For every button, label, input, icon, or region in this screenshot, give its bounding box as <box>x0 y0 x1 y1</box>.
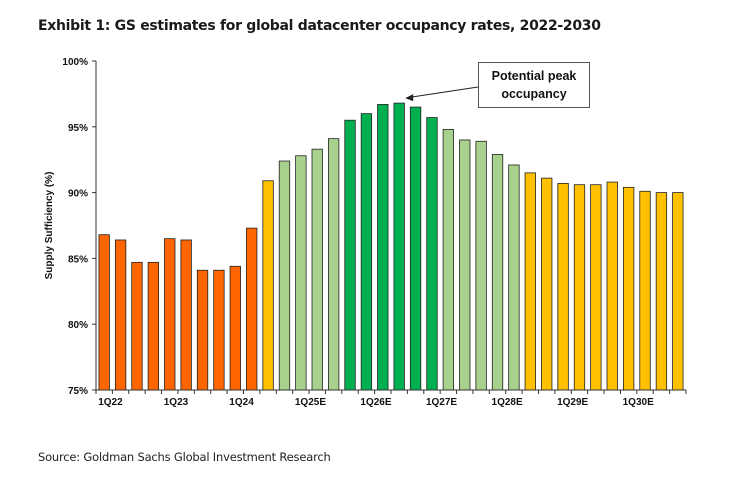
bar-2Q27E <box>442 129 455 391</box>
bar-3Q26E <box>393 102 405 391</box>
bar-1Q30E <box>622 186 635 391</box>
bar-1Q27E <box>426 117 438 391</box>
bar-3Q30E <box>655 192 668 391</box>
x-tick-label: 1Q26E <box>360 397 391 408</box>
bar-4Q22 <box>147 261 160 391</box>
bar-4Q27E <box>475 140 487 391</box>
x-tick-label: 1Q23 <box>164 397 189 408</box>
annotation-arrowhead-icon <box>405 94 414 102</box>
bar-1Q25E <box>295 155 307 391</box>
annotation-line-2: occupancy <box>501 87 567 101</box>
source-note: Source: Goldman Sachs Global Investment … <box>38 450 331 464</box>
bar-2Q23 <box>180 239 192 391</box>
bar-3Q22 <box>131 261 143 391</box>
bar-2Q29E <box>573 184 586 391</box>
y-tick-label: 90% <box>68 189 88 200</box>
bar-1Q28E <box>491 154 504 391</box>
bar-4Q23 <box>213 269 225 391</box>
bar-2Q22 <box>114 239 127 391</box>
bar-3Q23 <box>196 269 209 391</box>
bar-3Q25E <box>327 138 340 391</box>
x-tick-label: 1Q30E <box>623 397 654 408</box>
bar-1Q22 <box>98 234 110 391</box>
bar-3Q27E <box>459 139 471 391</box>
bar-4Q24 <box>278 160 291 391</box>
bar-2Q25E <box>311 148 323 391</box>
y-tick-label: 85% <box>68 254 88 265</box>
bar-1Q26E <box>360 113 373 391</box>
bar-1Q23 <box>164 238 176 391</box>
y-tick-label: 100% <box>62 57 88 68</box>
bar-3Q29E <box>590 184 602 391</box>
annotation-line-1: Potential peak <box>491 69 577 83</box>
x-tick-label: 1Q28E <box>492 397 523 408</box>
bar-2Q30E <box>639 190 651 391</box>
bar-4Q26E <box>409 106 422 391</box>
bar-1Q29E <box>557 182 569 391</box>
x-tick-label: 1Q24 <box>229 397 254 408</box>
y-tick-label: 80% <box>68 320 88 331</box>
x-tick-label: 1Q29E <box>557 397 588 408</box>
x-tick-label: 1Q22 <box>98 397 123 408</box>
y-axis-label: Supply Sufficiency (%) <box>44 172 55 280</box>
y-tick-label: 95% <box>68 123 88 134</box>
y-tick-label: 75% <box>68 386 88 397</box>
annotation-box: Potential peak occupancy <box>478 62 590 108</box>
bar-2Q26E <box>377 104 389 391</box>
bar-3Q28E <box>524 172 536 391</box>
annotation-arrow-line <box>411 86 479 98</box>
x-tick-label: 1Q27E <box>426 397 457 408</box>
bar-4Q30E <box>672 192 684 391</box>
bar-4Q29E <box>606 181 618 391</box>
bar-3Q24 <box>262 180 274 391</box>
bar-1Q24 <box>229 265 241 391</box>
x-tick-label: 1Q25E <box>295 397 326 408</box>
bar-2Q28E <box>508 164 520 391</box>
bar-4Q28E <box>541 177 553 391</box>
bar-4Q25E <box>344 119 356 391</box>
bar-2Q24 <box>246 227 258 391</box>
chart-title: Exhibit 1: GS estimates for global datac… <box>38 18 601 34</box>
